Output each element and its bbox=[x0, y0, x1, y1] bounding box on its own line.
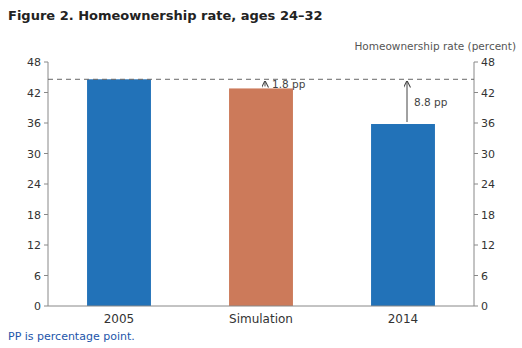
y-tick bbox=[44, 92, 48, 93]
title: Figure 2. Homeownership rate, ages 24–32 bbox=[8, 8, 323, 23]
y-tick bbox=[44, 214, 48, 215]
y2-axis-label: Homeownership rate (percent) bbox=[354, 40, 516, 52]
y2-tick bbox=[474, 62, 478, 63]
x-tick-label: 2014 bbox=[388, 312, 419, 326]
chart-svg: Figure 2. Homeownership rate, ages 24–32… bbox=[0, 0, 522, 348]
plot-area bbox=[48, 79, 474, 306]
y-tick bbox=[44, 245, 48, 246]
bar bbox=[87, 79, 151, 306]
y-tick bbox=[44, 184, 48, 185]
y2-tick bbox=[474, 153, 478, 154]
annotation-arrow bbox=[407, 81, 408, 122]
y2-tick-label: 18 bbox=[481, 209, 495, 222]
y-tick bbox=[44, 275, 48, 276]
y-tick-label: 48 bbox=[27, 56, 41, 69]
y-tick bbox=[44, 306, 48, 307]
y2-tick bbox=[474, 245, 478, 246]
y-tick-label: 30 bbox=[27, 148, 41, 161]
y-tick bbox=[44, 123, 48, 124]
y2-tick-label: 42 bbox=[481, 87, 495, 100]
y2-tick-label: 48 bbox=[481, 56, 495, 69]
y-tick-label: 42 bbox=[27, 87, 41, 100]
x-axis-line bbox=[48, 306, 474, 307]
y2-tick-label: 6 bbox=[481, 270, 488, 283]
y2-tick bbox=[474, 184, 478, 185]
x-tick-label: 2005 bbox=[104, 312, 135, 326]
y-tick-label: 18 bbox=[27, 209, 41, 222]
y2-tick bbox=[474, 306, 478, 307]
y2-tick bbox=[474, 123, 478, 124]
annotation-text: 1.8 pp bbox=[272, 78, 306, 90]
y2-tick bbox=[474, 92, 478, 93]
footnote: PP is percentage point. bbox=[8, 330, 135, 343]
bar bbox=[229, 88, 293, 306]
bar bbox=[371, 124, 435, 306]
y-tick-label: 12 bbox=[27, 239, 41, 252]
y2-tick-label: 24 bbox=[481, 178, 495, 191]
annotation-arrow bbox=[265, 81, 266, 86]
y-tick-label: 6 bbox=[34, 270, 41, 283]
y2-tick bbox=[474, 275, 478, 276]
y2-tick-label: 12 bbox=[481, 239, 495, 252]
y-tick bbox=[44, 153, 48, 154]
y2-tick-label: 36 bbox=[481, 117, 495, 130]
y2-tick bbox=[474, 214, 478, 215]
y-tick-label: 24 bbox=[27, 178, 41, 191]
y2-tick-label: 30 bbox=[481, 148, 495, 161]
y-tick-label: 36 bbox=[27, 117, 41, 130]
annotation-text: 8.8 pp bbox=[414, 96, 448, 108]
x-tick-label: Simulation bbox=[229, 312, 293, 326]
chart-container: Figure 2. Homeownership rate, ages 24–32… bbox=[0, 0, 522, 348]
y-tick-label: 0 bbox=[34, 300, 41, 313]
y-tick bbox=[44, 62, 48, 63]
reference-line bbox=[48, 79, 474, 80]
y2-tick-label: 0 bbox=[481, 300, 488, 313]
